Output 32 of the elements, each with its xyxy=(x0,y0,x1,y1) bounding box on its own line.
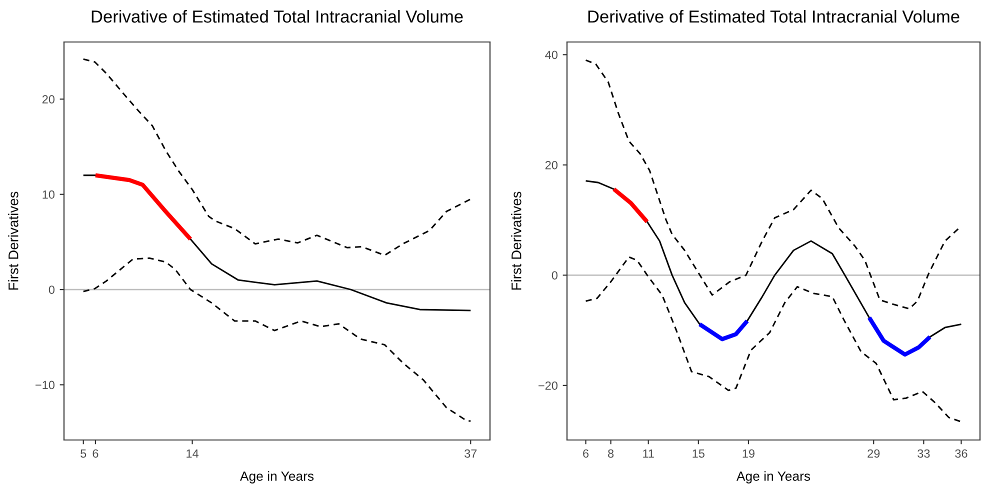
y-axis-title: First Derivatives xyxy=(8,192,18,290)
x-tick-label: 8 xyxy=(608,449,614,458)
x-axis-title: Age in Years xyxy=(240,471,314,484)
line-series xyxy=(93,173,193,242)
x-tick-label: 29 xyxy=(868,449,880,458)
line-series xyxy=(82,58,472,256)
x-tick-label: 36 xyxy=(955,449,968,458)
y-tick-label: 20 xyxy=(42,95,55,104)
x-tick-label: 33 xyxy=(918,449,930,458)
chart-title: Derivative of Estimated Total Intracranial Volume xyxy=(588,10,960,23)
y-tick-label: 0 xyxy=(48,286,55,294)
line-series xyxy=(585,256,962,423)
line-series xyxy=(867,316,932,357)
x-tick-label: 6 xyxy=(92,449,98,458)
y-tick-label: 20 xyxy=(545,160,558,170)
x-tick-label: 6 xyxy=(583,449,589,458)
x-tick-label: 37 xyxy=(464,449,477,458)
y-tick-label: 10 xyxy=(42,190,55,199)
x-tick-label: 5 xyxy=(80,449,86,458)
line-series xyxy=(698,318,750,342)
x-tick-label: 14 xyxy=(186,449,199,458)
chart-title: Derivative of Estimated Total Intracranial Volume xyxy=(92,10,463,23)
y-tick-label: −10 xyxy=(36,380,55,390)
x-tick-label: 11 xyxy=(643,449,654,458)
y-tick-label: 0 xyxy=(552,271,558,280)
y-tick-label: −20 xyxy=(538,381,558,390)
y-axis-title: First Derivatives xyxy=(511,192,522,290)
line-series xyxy=(82,257,472,422)
y-tick-label: 40 xyxy=(545,50,558,60)
x-axis-title: Age in Years xyxy=(736,471,810,484)
x-tick-label: 15 xyxy=(692,449,704,458)
x-tick-label: 19 xyxy=(742,449,754,458)
